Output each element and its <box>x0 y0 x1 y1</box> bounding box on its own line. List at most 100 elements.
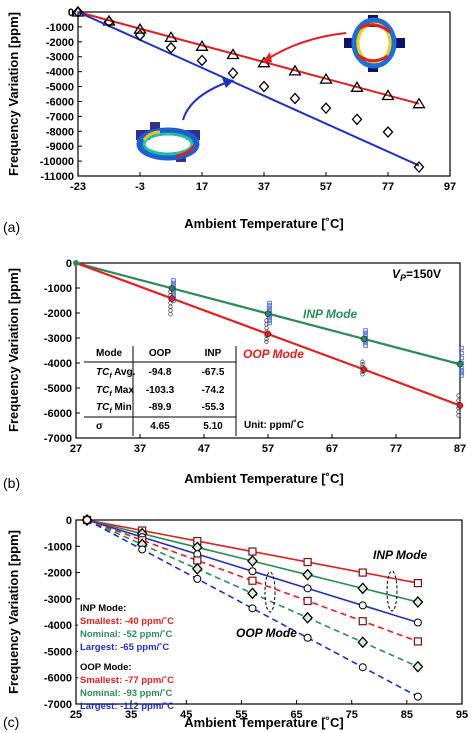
table-cell: -55.3 <box>202 402 225 413</box>
y-tick-label: -5000 <box>46 82 74 94</box>
x-tick-label: 67 <box>326 443 338 455</box>
legend-background <box>78 604 204 700</box>
x-tick-label: -3 <box>135 181 145 193</box>
sample-point-inp <box>267 303 272 308</box>
row-label-sub: f <box>109 373 112 380</box>
arrow-head-oop <box>222 78 234 88</box>
sample-point-oop <box>168 308 173 313</box>
annotation-inp: INP Mode <box>373 548 428 562</box>
mean-point-s0-4 <box>456 361 464 368</box>
panel-a: -23 -3 17 37 57 77 97 0 -1000 -2000 -3000 -4000 -500… <box>3 5 456 235</box>
data-point-s1-0 <box>72 6 84 18</box>
data-point-s1-4 <box>302 568 313 581</box>
sample-point-oop <box>360 362 365 367</box>
data-point-s5-2 <box>193 574 202 583</box>
data-point-s1-8 <box>320 102 332 115</box>
data-point-s2-5 <box>358 601 367 610</box>
vp-subscript: P <box>400 273 407 283</box>
data-point-s1-9 <box>351 113 363 126</box>
y-tick-label: -3000 <box>44 594 72 606</box>
table-cell: -89.9 <box>149 402 172 413</box>
series-label-inp: INP Mode <box>303 307 358 321</box>
y-tick-label: -1000 <box>44 541 72 553</box>
data-point-s0-4 <box>303 557 312 567</box>
y-tick-label: -6000 <box>44 408 72 420</box>
data-point-s5-0 <box>83 516 92 524</box>
sample-point-inp <box>459 368 464 373</box>
x-axis-label-b: Ambient Temperature [˚C] <box>184 471 343 486</box>
plot-frame-c <box>75 519 463 705</box>
sample-point-inp <box>267 318 272 323</box>
data-point-s2-6 <box>413 618 422 627</box>
y-tick-label: -7000 <box>46 111 74 123</box>
table-cell: -94.8 <box>149 367 172 378</box>
legend-item-oop-2: Largest: -112 ppm/˚C <box>80 701 174 712</box>
data-point-s4-6 <box>412 660 424 673</box>
x-tick-label: 57 <box>262 443 274 455</box>
data-point-s0-7 <box>288 64 302 76</box>
panel-label-c: (c) <box>3 714 19 730</box>
mean-point-s0-3 <box>360 335 368 343</box>
tick-layer-c: 25 35 45 55 65 75 85 95 0 -1000 -2000 -3000 -4000 -50… <box>44 515 468 721</box>
x-tick-label: 95 <box>456 709 468 721</box>
data-point-s5-1 <box>138 545 147 554</box>
legend-title-inp: INP Mode: <box>80 603 126 614</box>
table-header-2: INP <box>205 348 222 359</box>
panel-b: 27 37 47 57 67 77 87 0 -1000 -2000 -3000 -4000 -5000… <box>3 258 466 491</box>
row-label-sub: f <box>109 408 112 415</box>
y-tick-label: -4000 <box>44 358 72 370</box>
data-point-s1-10 <box>382 126 394 138</box>
legend-item-inp-1: Nominal: -52 ppm/˚C <box>80 629 173 640</box>
x-tick-label: 25 <box>70 709 82 721</box>
table-row-label: TCf Max <box>96 385 134 398</box>
data-point-s4-2 <box>191 562 203 575</box>
sample-point-inp <box>363 343 368 348</box>
sample-point-inp <box>459 373 464 378</box>
data-point-s0-6 <box>413 578 422 588</box>
data-point-s1-5 <box>357 582 369 595</box>
data-point-s4-5 <box>357 636 369 649</box>
series-layer-b <box>73 260 464 418</box>
data-point-s3-4 <box>303 596 312 606</box>
y-tick-label: -4000 <box>44 620 72 632</box>
x-tick-label: 77 <box>382 181 394 193</box>
fit-line-0 <box>77 11 420 105</box>
sample-point-oop <box>360 372 365 377</box>
y-tick-label: -6000 <box>46 96 74 108</box>
sample-point-oop <box>456 393 461 398</box>
panel-label-a: (a) <box>3 219 20 235</box>
data-point-s1-1 <box>103 15 115 28</box>
data-point-s2-3 <box>248 567 257 576</box>
data-point-s0-4 <box>195 40 209 51</box>
y-tick-label: 0 <box>66 258 72 270</box>
row-label-rest: Avg. <box>112 367 136 378</box>
y-axis-label-a: Frequency Variation [ppm] <box>6 12 21 176</box>
data-point-s1-6 <box>258 80 270 93</box>
x-tick-label: 87 <box>454 443 466 455</box>
tick-layer-b: 27 37 47 57 67 77 87 0 -1000 -2000 -3000 -4000 -5000… <box>44 258 466 455</box>
resonator-image-inp <box>344 15 405 72</box>
legend-item-oop-1: Nominal: -93 ppm/˚C <box>80 688 173 699</box>
x-tick-label: 65 <box>290 709 302 721</box>
sample-point-inp <box>363 330 368 336</box>
y-tick-label: -10000 <box>40 156 74 168</box>
data-point-s0-2 <box>133 22 147 34</box>
data-point-s1-4 <box>196 54 208 67</box>
sample-point-inp <box>171 280 176 286</box>
sample-point-inp <box>459 355 464 361</box>
data-point-s1-3 <box>165 41 177 54</box>
series-label-oop: OOP Mode <box>243 347 304 361</box>
table-header-1: OOP <box>149 348 172 359</box>
y-tick-label: 0 <box>68 7 74 19</box>
y-tick-label: -2000 <box>44 568 72 580</box>
data-point-s0-0 <box>71 5 85 17</box>
row-label-sub: f <box>109 391 112 398</box>
x-tick-label: 37 <box>258 181 270 193</box>
table-row-label: σ <box>96 421 103 432</box>
panel-label-b: (b) <box>3 475 20 491</box>
y-tick-label: -7000 <box>44 699 72 711</box>
x-tick-label: 17 <box>196 181 208 193</box>
x-tick-label: 57 <box>320 181 332 193</box>
row-label-main: TC <box>96 385 110 396</box>
x-tick-label: 77 <box>390 443 402 455</box>
